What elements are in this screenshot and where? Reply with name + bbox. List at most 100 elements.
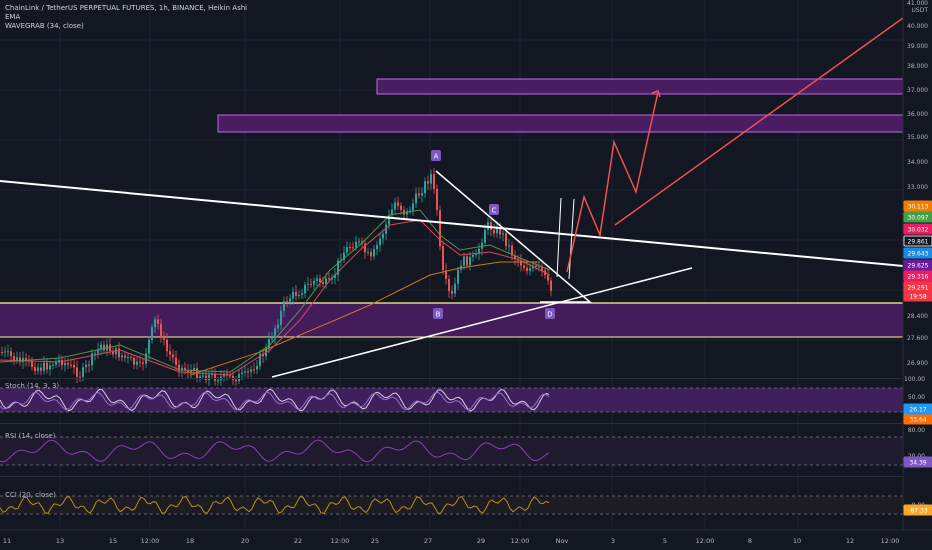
indicator-wavegrab[interactable]: WAVEGRAB (34, close) <box>5 22 84 30</box>
candle-body <box>535 265 537 267</box>
candle-body <box>10 351 12 357</box>
candle-body <box>43 362 45 371</box>
candle-body <box>367 251 369 253</box>
time-tick: 18 <box>186 537 194 545</box>
candle-body <box>172 354 174 358</box>
candle-body <box>496 226 498 234</box>
ascending-trendline[interactable] <box>271 267 693 378</box>
candle-body <box>475 253 477 255</box>
projection-zigzag[interactable] <box>566 91 659 273</box>
stoch-badge-k: 26.17 <box>903 403 932 415</box>
candle-body <box>298 294 300 296</box>
candle-body <box>1 352 3 353</box>
time-tick: 22 <box>294 537 302 545</box>
candle-body <box>400 205 402 210</box>
stoch-legend[interactable]: Stoch (14, 3, 3) <box>5 382 60 390</box>
time-axis[interactable] <box>0 530 932 550</box>
support-zone[interactable] <box>0 303 903 337</box>
price-tick: 41.000 <box>907 0 928 7</box>
projection-long-line[interactable] <box>614 17 904 226</box>
candle-body <box>136 361 138 365</box>
svg-text:30.113: 30.113 <box>908 204 929 211</box>
time-tick: 12 <box>846 537 854 545</box>
candle-body <box>280 310 282 325</box>
symbol-legend[interactable]: ChainLink / TetherUS PERPETUAL FUTURES, … <box>5 4 247 31</box>
candle-body <box>193 368 195 371</box>
wedge-lines[interactable] <box>435 170 593 303</box>
cci-legend[interactable]: CCI (20, close) <box>5 491 56 499</box>
candle-body <box>49 365 51 370</box>
candle-body <box>454 283 456 294</box>
candle-body <box>385 224 387 234</box>
pattern-label-a[interactable]: A <box>431 150 441 161</box>
time-tick: 12:00 <box>881 537 900 545</box>
candle-body <box>157 319 159 324</box>
candle-body <box>55 361 57 365</box>
candle-body <box>523 265 525 268</box>
candle-body <box>274 328 276 338</box>
candle-body <box>466 256 468 266</box>
candle-body <box>436 188 438 211</box>
svg-text:29.643: 29.643 <box>908 251 929 258</box>
time-tick: 12:00 <box>331 537 350 545</box>
candle-body <box>349 247 351 249</box>
candle-body <box>391 209 393 216</box>
rsi-legend[interactable]: RSI (14, close) <box>5 432 56 440</box>
breakout-line[interactable] <box>556 197 562 278</box>
price-tick: USDT <box>912 7 929 14</box>
candle-body <box>448 279 450 292</box>
descending-trendline[interactable] <box>0 180 904 267</box>
time-tick: 5 <box>663 537 667 545</box>
candle-body <box>484 229 486 243</box>
pattern-label-b[interactable]: B <box>433 308 443 319</box>
candle-body <box>229 375 231 377</box>
candle-body <box>208 374 210 381</box>
time-tick: 12:00 <box>141 537 160 545</box>
candle-body <box>76 367 78 377</box>
candle-body <box>526 267 528 272</box>
candle-body <box>499 226 501 235</box>
indicator-ema[interactable]: EMA <box>5 13 21 21</box>
candle-body <box>13 356 15 361</box>
resistance-zone-lower[interactable] <box>217 114 905 133</box>
candle-body <box>25 358 27 360</box>
candle-body <box>424 181 426 194</box>
time-tick: 10 <box>793 537 801 545</box>
svg-text:29.291: 29.291 <box>908 285 929 292</box>
svg-text:30.097: 30.097 <box>908 215 929 222</box>
candle-body <box>145 353 147 364</box>
candle-body <box>19 357 21 363</box>
candle-body <box>520 260 522 266</box>
pattern-label-d[interactable]: D <box>545 308 555 319</box>
indicator-tick-axis-80: 80.00 <box>908 427 925 434</box>
candle-body <box>388 215 390 225</box>
price-tick: 26.900 <box>907 360 928 367</box>
candle-body <box>451 291 453 294</box>
breakout-base[interactable] <box>568 198 575 280</box>
candle-body <box>37 367 39 372</box>
candle-body <box>97 349 99 354</box>
svg-text:30.032: 30.032 <box>908 227 929 234</box>
resistance-zone-upper[interactable] <box>376 78 905 95</box>
candle-body <box>238 373 240 382</box>
candle-body <box>445 270 447 280</box>
candle-body <box>382 233 384 239</box>
svg-text:B: B <box>436 311 441 319</box>
candle-body <box>481 242 483 249</box>
candle-body <box>127 356 129 358</box>
candle-body <box>133 357 135 365</box>
candle-body <box>442 246 444 271</box>
price-badge: 29.861 <box>903 235 932 247</box>
pattern-label-c[interactable]: C <box>489 204 499 215</box>
candle-body <box>346 247 348 253</box>
cci-badge: -87.33 <box>903 504 932 516</box>
candle-body <box>343 252 345 260</box>
candle-body <box>7 351 9 353</box>
candle-body <box>70 364 72 366</box>
candle-body <box>469 256 471 266</box>
candle-body <box>463 256 465 266</box>
candle-body <box>325 278 327 284</box>
candle-body <box>52 364 54 366</box>
candle-body <box>490 222 492 230</box>
